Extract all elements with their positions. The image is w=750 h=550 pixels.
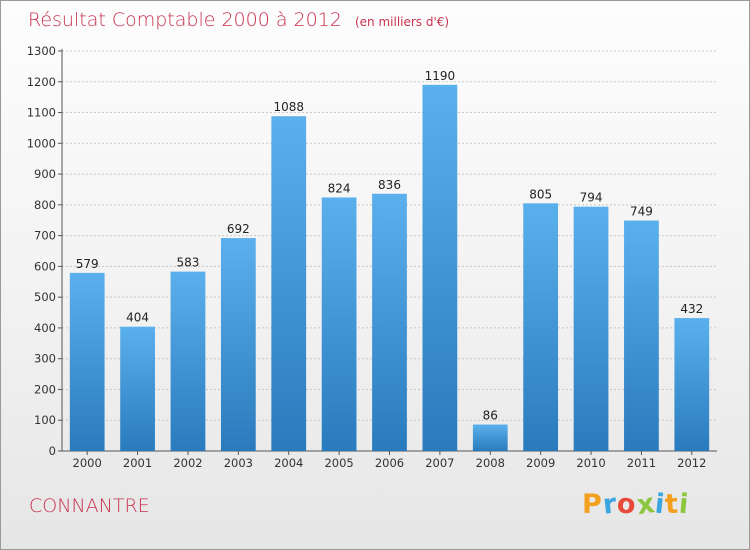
y-tick-label: 700 bbox=[34, 229, 56, 243]
value-label-2011: 749 bbox=[630, 205, 653, 219]
bar-2002 bbox=[170, 271, 206, 451]
bar-2011 bbox=[624, 220, 659, 451]
value-label-2000: 579 bbox=[76, 257, 99, 271]
value-label-2007: 1190 bbox=[425, 69, 456, 83]
x-tick-label-2011: 2011 bbox=[627, 456, 656, 470]
value-label-2004: 1088 bbox=[273, 100, 304, 114]
logo-letter: P bbox=[582, 489, 603, 520]
x-tick-label-2010: 2010 bbox=[576, 456, 605, 470]
x-tick-label-2000: 2000 bbox=[73, 456, 102, 470]
bar-2009 bbox=[523, 203, 559, 451]
x-tick-label-2007: 2007 bbox=[425, 456, 454, 470]
value-label-2001: 404 bbox=[126, 311, 149, 325]
proxiti-logo: Proxiti bbox=[582, 488, 691, 521]
y-tick-label: 800 bbox=[34, 198, 56, 212]
title-row: Résultat Comptable 2000 à 2012 (en milli… bbox=[28, 9, 449, 31]
x-tick-label-2006: 2006 bbox=[375, 456, 404, 470]
bar-2008 bbox=[472, 424, 508, 451]
y-tick-label: 0 bbox=[49, 444, 56, 458]
value-label-2012: 432 bbox=[680, 302, 703, 316]
value-label-2009: 805 bbox=[529, 187, 552, 201]
value-label-2005: 824 bbox=[328, 181, 351, 195]
value-label-2008: 86 bbox=[483, 409, 498, 423]
bar-2005 bbox=[321, 197, 357, 451]
x-tick-label-2001: 2001 bbox=[123, 456, 152, 470]
chart-subtitle: (en milliers d'€) bbox=[354, 15, 450, 29]
commune-name: CONNANTRE bbox=[29, 495, 150, 517]
x-tick-label-2012: 2012 bbox=[677, 456, 706, 470]
bar-2012 bbox=[674, 318, 710, 451]
x-tick-label-2002: 2002 bbox=[173, 456, 202, 470]
bar-2004 bbox=[271, 116, 307, 451]
value-label-2010: 794 bbox=[580, 191, 603, 205]
bar-2003 bbox=[220, 238, 256, 451]
y-tick-label: 300 bbox=[34, 352, 56, 366]
labels: 0 100 200 300 400 500 600 700 800 900 1000 1100 1200… bbox=[27, 44, 707, 470]
y-tick-label: 400 bbox=[34, 321, 56, 335]
y-tick-label: 1300 bbox=[27, 44, 56, 58]
y-tick-label: 600 bbox=[34, 259, 56, 273]
logo-letter: i bbox=[677, 488, 691, 521]
bar-2006 bbox=[372, 193, 407, 451]
value-label-2003: 692 bbox=[227, 222, 250, 236]
bars bbox=[69, 84, 710, 451]
y-tick-label: 200 bbox=[34, 382, 56, 396]
y-tick-label: 900 bbox=[34, 167, 56, 181]
chart-title: Résultat Comptable 2000 à 2012 bbox=[28, 9, 342, 31]
x-tick-label-2004: 2004 bbox=[274, 456, 303, 470]
value-label-2002: 583 bbox=[177, 256, 200, 270]
bar-2007 bbox=[422, 84, 458, 451]
y-tick-label: 1200 bbox=[27, 75, 56, 89]
x-tick-label-2003: 2003 bbox=[224, 456, 253, 470]
bar-2001 bbox=[120, 326, 155, 451]
value-label-2006: 836 bbox=[378, 178, 401, 192]
bar-2010 bbox=[573, 206, 609, 451]
x-tick-label-2009: 2009 bbox=[526, 456, 555, 470]
y-tick-label: 1000 bbox=[27, 136, 56, 150]
x-tick-label-2005: 2005 bbox=[324, 456, 353, 470]
y-tick-label: 100 bbox=[34, 413, 56, 427]
bar-2000 bbox=[69, 272, 105, 451]
y-tick-label: 500 bbox=[34, 290, 56, 304]
x-tick-label-2008: 2008 bbox=[476, 456, 505, 470]
y-tick-label: 1100 bbox=[27, 106, 56, 120]
